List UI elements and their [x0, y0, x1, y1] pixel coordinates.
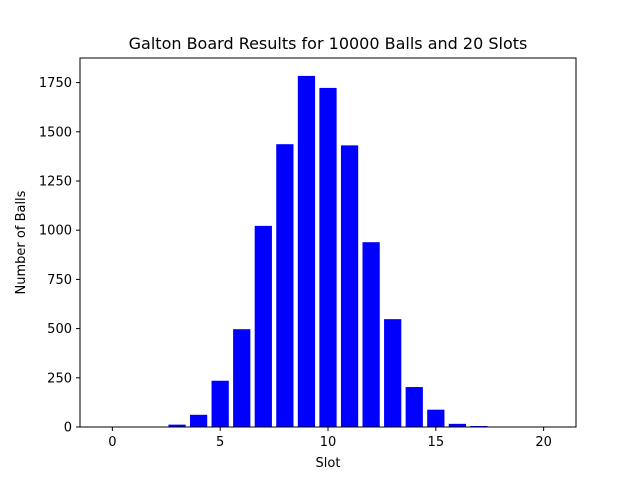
bar-slot-14	[405, 387, 423, 427]
y-tick-label: 0	[64, 421, 72, 436]
x-tick-label: 5	[216, 435, 224, 450]
y-tick-label: 500	[47, 322, 72, 337]
bar-slot-15	[427, 409, 445, 427]
bar-slot-6	[233, 329, 251, 427]
bar-slot-5	[211, 380, 229, 427]
bar-slot-13	[384, 319, 402, 427]
x-axis-label: Slot	[316, 456, 341, 471]
bar-slot-12	[362, 242, 380, 427]
bar-slot-3	[168, 424, 186, 427]
bars-group	[146, 75, 488, 427]
y-tick-label: 1750	[39, 76, 72, 91]
y-axis-label: Number of Balls	[14, 190, 29, 294]
y-tick-label: 1500	[39, 125, 72, 140]
chart-title: Galton Board Results for 10000 Balls and…	[129, 34, 528, 53]
x-tick-label: 15	[428, 435, 445, 450]
bar-slot-7	[254, 225, 272, 427]
x-tick-label: 20	[535, 435, 552, 450]
bar-slot-16	[448, 423, 467, 427]
y-tick-label: 1250	[39, 175, 72, 190]
x-axis-ticks: 0 5 10 15 20	[108, 427, 552, 450]
y-axis-ticks: 0 250 500 750 1000 1250 1500 1750	[39, 76, 80, 436]
y-tick-label: 750	[47, 273, 72, 288]
x-tick-label: 10	[320, 435, 337, 450]
bar-slot-10	[319, 87, 337, 427]
x-tick-label: 0	[108, 435, 116, 450]
bar-slot-8	[276, 144, 294, 427]
y-tick-label: 250	[47, 371, 72, 386]
plot-frame	[79, 57, 577, 428]
bar-slot-4	[189, 414, 208, 427]
bar-slot-11	[340, 145, 359, 427]
y-tick-label: 1000	[39, 224, 72, 239]
bar-slot-9	[297, 75, 316, 427]
